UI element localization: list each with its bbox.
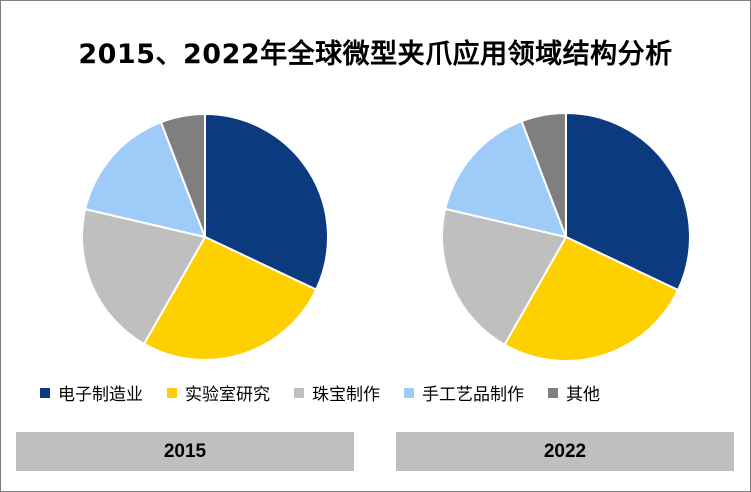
slice-laboratory-2022 xyxy=(503,235,680,362)
slice-other-2015 xyxy=(159,112,206,238)
slice-handicraft-2022 xyxy=(444,119,568,239)
legend-label: 实验室研究 xyxy=(185,385,270,405)
chart-title: 2015、2022年全球微型夹爪应用领域结构分析 xyxy=(78,39,673,70)
legend-swatch xyxy=(294,387,304,398)
legend-label: 其他 xyxy=(566,385,600,405)
slice-handicraft-2015 xyxy=(84,120,207,239)
legend-item-electronics: 电子制造业 xyxy=(40,380,143,405)
slice-jewelry-2015 xyxy=(81,207,207,346)
slice-electronics-2022 xyxy=(565,111,691,292)
legend-item-jewelry: 珠宝制作 xyxy=(294,380,380,405)
legend: 电子制造业 实验室研究 珠宝制作 手工艺品制作 其他 xyxy=(40,380,740,405)
legend-swatch xyxy=(40,387,50,398)
legend-item-other: 其他 xyxy=(548,380,600,405)
legend-label: 手工艺品制作 xyxy=(422,385,524,405)
slice-jewelry-2022 xyxy=(441,207,568,347)
legend-label: 电子制造业 xyxy=(58,385,143,405)
legend-swatch xyxy=(404,387,414,398)
legend-label: 珠宝制作 xyxy=(312,385,380,405)
legend-swatch xyxy=(167,387,177,398)
slice-laboratory-2015 xyxy=(142,235,318,361)
year-label-2015: 2015 xyxy=(16,432,354,471)
legend-item-handicraft: 手工艺品制作 xyxy=(404,380,524,405)
slice-other-2022 xyxy=(520,111,567,238)
slice-electronics-2015 xyxy=(204,112,329,291)
legend-item-laboratory: 实验室研究 xyxy=(167,380,270,405)
legend-swatch xyxy=(548,387,558,398)
year-label-2022: 2022 xyxy=(396,432,734,471)
